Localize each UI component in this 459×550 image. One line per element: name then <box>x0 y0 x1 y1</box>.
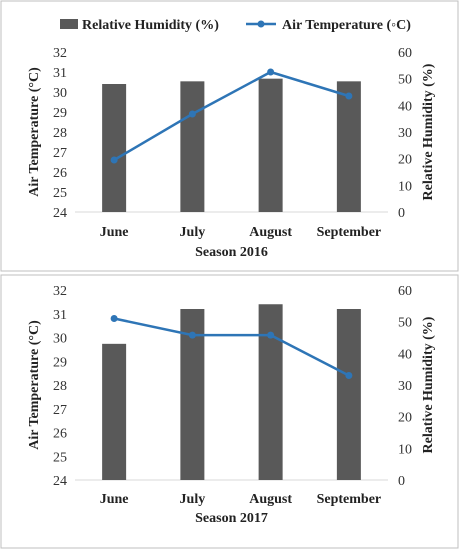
y2-tick-label: 30 <box>398 126 412 141</box>
chart-season-2017: 24 25 26 27 28 29 30 31 32 0 10 20 30 40 50 60 June July A… <box>27 284 436 526</box>
temperature-point <box>188 110 196 118</box>
panel-frame-2017 <box>0 274 459 549</box>
legend-line-marker <box>257 20 265 28</box>
x-category-label: September <box>317 492 382 507</box>
y2-axis-title: Relative Humidity (%) <box>421 63 436 200</box>
temperature-point <box>267 331 275 339</box>
legend: Relative Humidity (%) Air Temperature (◦… <box>60 18 411 33</box>
y-tick-label: 31 <box>53 66 67 81</box>
humidity-bar <box>102 343 127 480</box>
y-tick-label: 27 <box>53 146 67 161</box>
humidity-bar <box>336 81 361 212</box>
temperature-point <box>110 156 118 164</box>
x-category-label: August <box>249 492 292 507</box>
temperature-line <box>113 70 350 162</box>
y-tick-label: 26 <box>53 166 67 181</box>
y2-tick-label: 20 <box>398 411 412 426</box>
y2-tick-label: 50 <box>398 73 412 88</box>
y2-axis-title: Relative Humidity (%) <box>421 316 436 453</box>
temperature-point <box>110 315 118 322</box>
x-category-label: July <box>180 225 206 240</box>
y-tick-label: 32 <box>53 46 67 61</box>
y2-tick-label: 10 <box>398 179 412 194</box>
humidity-bar <box>180 81 205 212</box>
y2-tick-label: 20 <box>398 153 412 168</box>
temperature-point <box>267 68 275 76</box>
y-tick-label: 25 <box>53 186 67 201</box>
y-tick-label: 30 <box>53 86 67 101</box>
legend-line-label: Air Temperature (◦C) <box>282 18 411 33</box>
chart-title: Season 2017 <box>195 511 268 526</box>
y2-tick-label: 30 <box>398 379 412 394</box>
y-tick-label: 29 <box>53 106 67 121</box>
legend-bar-label: Relative Humidity (%) <box>82 18 219 33</box>
humidity-bar <box>336 309 361 480</box>
y-tick-label: 24 <box>53 206 67 221</box>
temperature-point <box>345 372 353 379</box>
humidity-bar <box>258 304 283 480</box>
y-axis-title: Air Temperature (°C) <box>27 320 42 450</box>
chart-title: Season 2016 <box>195 245 268 260</box>
chart-season-2016: 24 25 26 27 28 29 30 31 32 0 10 20 30 40 50 60 June July A… <box>27 46 436 260</box>
y2-tick-label: 10 <box>398 442 412 457</box>
y2-tick-label: 40 <box>398 347 412 362</box>
y-tick-label: 28 <box>53 379 67 394</box>
y-tick-label: 29 <box>53 355 67 370</box>
y-tick-label: 25 <box>53 450 67 465</box>
y2-tick-label: 60 <box>398 284 412 299</box>
panel-frame-2016 <box>0 0 459 272</box>
y-tick-label: 28 <box>53 126 67 141</box>
y2-tick-label: 0 <box>398 206 405 221</box>
x-category-label: August <box>249 225 292 240</box>
y2-tick-label: 60 <box>398 46 412 61</box>
x-category-label: September <box>317 225 382 240</box>
y-axis-title: Air Temperature (°C) <box>27 67 42 197</box>
x-category-label: June <box>100 225 129 240</box>
humidity-bar <box>258 78 283 213</box>
x-category-label: June <box>100 492 129 507</box>
y-tick-label: 30 <box>53 332 67 347</box>
y-tick-label: 26 <box>53 427 67 442</box>
y2-tick-label: 50 <box>398 316 412 331</box>
legend-bar-swatch <box>60 19 78 29</box>
y-tick-label: 24 <box>53 474 67 489</box>
temperature-point <box>345 92 353 100</box>
humidity-bar <box>102 84 127 212</box>
y-tick-label: 27 <box>53 403 67 418</box>
temperature-line <box>113 317 350 377</box>
temperature-point <box>188 331 196 339</box>
x-category-label: July <box>180 492 206 507</box>
y-tick-label: 32 <box>53 284 67 299</box>
y2-tick-label: 40 <box>398 99 412 114</box>
y2-tick-label: 0 <box>398 474 405 489</box>
y-tick-label: 31 <box>53 308 67 323</box>
